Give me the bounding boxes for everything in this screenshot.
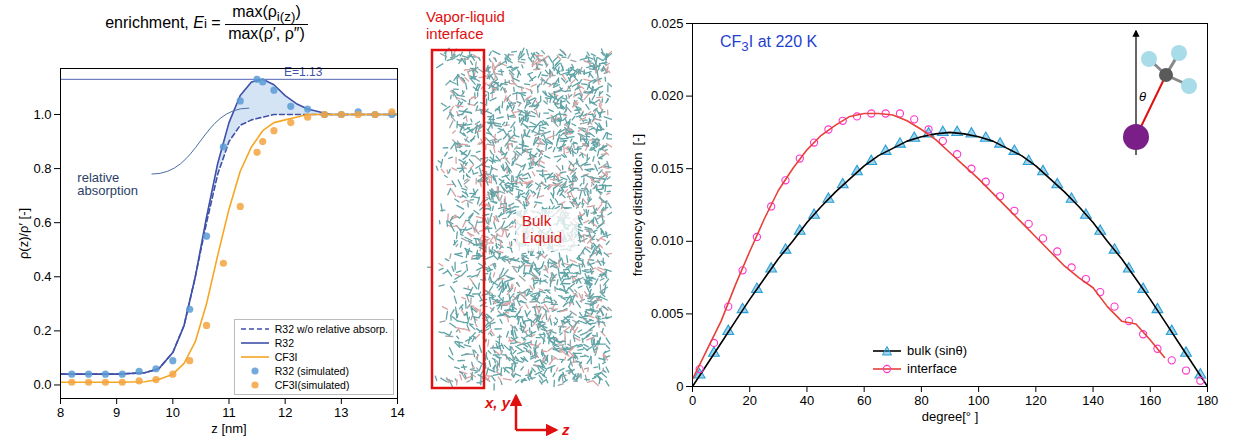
svg-text:9: 9 [113, 405, 120, 420]
svg-text:0: 0 [689, 393, 696, 408]
svg-text:160: 160 [1139, 393, 1161, 408]
svg-text:60: 60 [857, 393, 871, 408]
svg-text:z [nm]: z [nm] [211, 421, 246, 436]
svg-text:E=1.13: E=1.13 [284, 65, 323, 79]
svg-text:40: 40 [800, 393, 814, 408]
svg-text:0.005: 0.005 [651, 306, 684, 321]
svg-text:8: 8 [57, 405, 64, 420]
svg-text:1.0: 1.0 [33, 107, 51, 122]
svg-text:180: 180 [1197, 393, 1219, 408]
svg-text:11: 11 [222, 405, 236, 420]
html-text:bulk (sinθ): bulk (sinθ) [907, 343, 968, 358]
svg-text:0: 0 [676, 379, 683, 394]
svg-text:0.2: 0.2 [33, 323, 51, 338]
html-text:max(ρ′, ρ″): max(ρ′, ρ″) [228, 25, 305, 43]
svg-text:0.010: 0.010 [651, 233, 684, 248]
svg-text:0.8: 0.8 [33, 161, 51, 176]
svg-text:z: z [561, 421, 570, 438]
svg-text:13: 13 [334, 405, 348, 420]
svg-text:relativeabsorption: relativeabsorption [77, 170, 138, 198]
html-text:CF3I(simulated): CF3I(simulated) [274, 379, 350, 391]
svg-text:0.6: 0.6 [33, 215, 51, 230]
svg-text:0.4: 0.4 [33, 269, 51, 284]
html-text:enrichment, E i =: enrichment, E i = [105, 14, 226, 31]
svg-text:0.025: 0.025 [651, 16, 684, 31]
svg-text:ρ(z)/ρ′ [-]: ρ(z)/ρ′ [-] [16, 208, 31, 259]
html-text:CF3I: CF3I [274, 351, 298, 363]
svg-text:0.0: 0.0 [33, 377, 51, 392]
svg-text:80: 80 [914, 393, 928, 408]
svg-text:x, y: x, y [484, 394, 511, 411]
svg-text:degree[° ]: degree[° ] [922, 409, 979, 424]
html-text:R32: R32 [274, 337, 294, 349]
svg-text:Vapor-liquidinterface: Vapor-liquidinterface [426, 8, 505, 42]
svg-text:θ: θ [1139, 89, 1146, 104]
svg-text:20: 20 [742, 393, 756, 408]
svg-text:100: 100 [968, 393, 990, 408]
html-text:interface: interface [907, 361, 957, 376]
svg-text:10: 10 [166, 405, 180, 420]
svg-text:0.020: 0.020 [651, 88, 684, 103]
html-text:max(ρi(z)): max(ρi(z)) [232, 2, 301, 25]
html-text:R32 w/o relative absorp.: R32 w/o relative absorp. [274, 323, 388, 335]
svg-text:BulkLiquid: BulkLiquid [522, 212, 562, 246]
svg-text:14: 14 [390, 405, 404, 420]
html-text:CF3I at 220 K: CF3I at 220 K [720, 33, 818, 55]
html-text:R32 (simulated): R32 (simulated) [274, 365, 349, 377]
svg-text:0.015: 0.015 [651, 161, 684, 176]
svg-text:140: 140 [1082, 393, 1104, 408]
svg-text:120: 120 [1025, 393, 1047, 408]
svg-text:frequency distribution [-]: frequency distribution [-] [630, 134, 645, 276]
svg-text:12: 12 [278, 405, 292, 420]
